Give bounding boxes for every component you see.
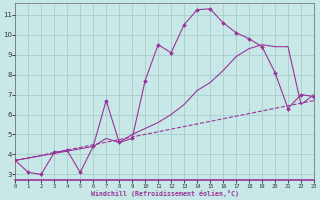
- X-axis label: Windchill (Refroidissement éolien,°C): Windchill (Refroidissement éolien,°C): [91, 190, 239, 197]
